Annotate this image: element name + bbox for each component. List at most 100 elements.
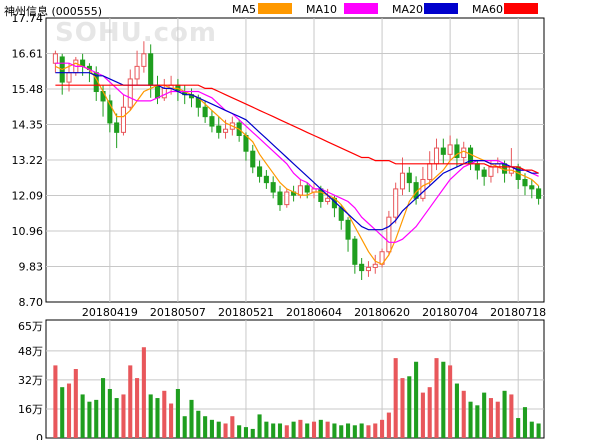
candles bbox=[52, 41, 542, 281]
volume-bar bbox=[291, 421, 296, 438]
date-tick-label: 20180620 bbox=[354, 306, 410, 319]
volume-bar bbox=[230, 416, 235, 438]
ma-line-ma60 bbox=[55, 84, 539, 174]
legend-swatch-ma5 bbox=[258, 3, 292, 14]
volume-bar bbox=[441, 361, 446, 438]
ma-line-ma10 bbox=[55, 62, 539, 243]
volume-bar bbox=[414, 361, 419, 438]
date-tick-label: 20180718 bbox=[490, 306, 546, 319]
volume-bar bbox=[162, 390, 167, 438]
volume-bar bbox=[407, 376, 412, 438]
volume-bar bbox=[366, 425, 371, 438]
candle-body bbox=[433, 147, 440, 165]
candle-body bbox=[161, 87, 167, 99]
volume-bar bbox=[53, 365, 58, 438]
volume-bar bbox=[141, 347, 146, 438]
volume-bar bbox=[475, 405, 480, 438]
volume-bar bbox=[216, 421, 221, 438]
candle-body bbox=[372, 263, 378, 268]
price-tick-label: 17.74 bbox=[12, 12, 44, 25]
volume-bar bbox=[243, 427, 248, 438]
volume-bar bbox=[128, 365, 133, 438]
volume-bar bbox=[502, 390, 507, 438]
volume-bar bbox=[461, 390, 466, 438]
date-tick-label: 20180521 bbox=[218, 306, 274, 319]
candle-body bbox=[202, 106, 208, 118]
volume-bar bbox=[448, 365, 453, 438]
volume-bar bbox=[434, 358, 439, 438]
volume-bar bbox=[155, 398, 160, 438]
volume-bar bbox=[277, 423, 283, 438]
volume-bar bbox=[482, 392, 487, 438]
volume-bar bbox=[318, 419, 323, 438]
price-tick-label: 13.22 bbox=[12, 154, 44, 167]
volume-bar bbox=[94, 399, 99, 438]
volume-bar bbox=[420, 392, 425, 438]
candle-body bbox=[454, 144, 460, 158]
moving-averages bbox=[55, 62, 540, 266]
candle-body bbox=[209, 116, 215, 127]
volume-bar bbox=[393, 358, 398, 438]
volume-bar bbox=[135, 378, 140, 438]
volume-tick-label: 48万 bbox=[18, 345, 43, 358]
candle-body bbox=[284, 191, 290, 206]
candle-body bbox=[107, 100, 113, 124]
price-tick-label: 8.70 bbox=[19, 296, 44, 309]
volume-bar bbox=[175, 388, 180, 438]
volume-grid bbox=[46, 350, 544, 410]
candle-body bbox=[100, 91, 106, 102]
stock-title: 神州信息 (000555) bbox=[4, 5, 103, 18]
volume-bar bbox=[182, 416, 187, 438]
volume-bar bbox=[87, 401, 92, 438]
volume-bar bbox=[271, 423, 276, 438]
volume-bar bbox=[325, 421, 330, 438]
volume-bar bbox=[107, 388, 112, 438]
volume-bar bbox=[427, 387, 432, 438]
volume-bar bbox=[264, 421, 269, 438]
candle-body bbox=[120, 106, 126, 133]
candle-body bbox=[461, 147, 467, 158]
volume-bar bbox=[454, 383, 459, 438]
price-tick-label: 15.48 bbox=[12, 83, 44, 96]
candle-body bbox=[365, 266, 371, 272]
candle-body bbox=[325, 197, 331, 202]
volume-bar bbox=[359, 423, 364, 438]
candle-body bbox=[297, 185, 303, 196]
volume-bar bbox=[380, 419, 385, 438]
candle-body bbox=[263, 175, 269, 184]
volume-bar bbox=[66, 383, 72, 438]
legend-swatch-ma20 bbox=[424, 3, 458, 14]
price-tick-label: 9.83 bbox=[19, 261, 44, 274]
price-tick-label: 12.09 bbox=[12, 190, 44, 203]
volume-bar bbox=[60, 387, 65, 438]
legend-swatch-ma10 bbox=[344, 3, 378, 14]
volume-tick-label: 32万 bbox=[18, 374, 43, 387]
ma-line-ma5 bbox=[55, 62, 540, 266]
candle-body bbox=[359, 263, 365, 272]
candle-body bbox=[386, 216, 392, 253]
legend-label-ma20: MA20 bbox=[392, 3, 424, 16]
candle-body bbox=[127, 78, 133, 108]
legend-label-ma10: MA10 bbox=[306, 3, 338, 16]
volume-bar bbox=[339, 425, 344, 438]
volume-bar bbox=[332, 423, 337, 438]
volume-bar bbox=[257, 414, 262, 438]
volume-bar bbox=[223, 423, 228, 438]
volume-bars bbox=[53, 347, 541, 438]
volume-bar bbox=[80, 394, 85, 438]
price-tick-label: 10.96 bbox=[12, 225, 44, 238]
candle-body bbox=[529, 185, 535, 190]
candle-body bbox=[114, 122, 120, 133]
candle-body bbox=[243, 134, 249, 152]
candle-body bbox=[134, 65, 140, 80]
watermark: SOHU.com bbox=[55, 18, 217, 48]
candle-body bbox=[447, 144, 453, 155]
volume-tick-label: 65万 bbox=[18, 320, 43, 333]
candle-body bbox=[474, 163, 480, 171]
volume-bar bbox=[189, 399, 194, 438]
volume-bar bbox=[352, 425, 357, 438]
candle-body bbox=[154, 84, 161, 99]
date-tick-label: 20180507 bbox=[150, 306, 206, 319]
